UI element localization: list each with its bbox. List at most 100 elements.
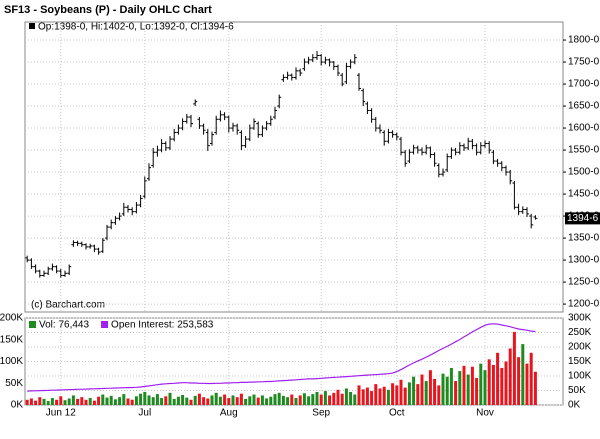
- volume-bar: [445, 376, 449, 405]
- legend-label: Open Interest: 253,583: [111, 320, 214, 331]
- volume-bar: [428, 370, 432, 405]
- vol-tick-label: 100K: [0, 356, 23, 367]
- volume-bar: [97, 396, 101, 405]
- volume-bar: [403, 387, 407, 405]
- volume-bar: [25, 399, 29, 405]
- volume-bar: [122, 394, 126, 405]
- volume-bar: [231, 395, 235, 405]
- volume-bar: [109, 395, 113, 405]
- volume-bar: [437, 385, 441, 405]
- volume-bar: [218, 396, 222, 405]
- volume-bar: [80, 397, 84, 405]
- volume-bar: [416, 384, 420, 405]
- volume-bar: [76, 398, 80, 405]
- legend: Op:1398-0, Hi:1402-0, Lo:1392-0, Cl:1394…: [38, 22, 234, 33]
- y2-tick-label: 100K: [568, 371, 592, 382]
- volume-bar: [479, 363, 483, 405]
- vol-tick-label: 0K: [11, 400, 24, 411]
- volume-bar: [391, 383, 395, 405]
- volume-bar: [105, 397, 109, 405]
- volume-bar: [504, 361, 508, 405]
- volume-bar: [311, 394, 315, 405]
- volume-bar: [294, 398, 298, 405]
- volume-bar: [143, 391, 147, 405]
- volume-bar: [420, 374, 424, 405]
- volume-bar: [71, 395, 75, 405]
- y-tick-label: 1300-0: [568, 255, 600, 266]
- volume-bar: [113, 399, 117, 405]
- volume-bar: [181, 394, 185, 405]
- volume-bar: [533, 371, 537, 405]
- volume-bar: [512, 331, 516, 405]
- volume-bar: [491, 364, 495, 405]
- volume-bar: [386, 389, 390, 405]
- volume-bar: [235, 397, 239, 405]
- volume-bar: [269, 396, 273, 405]
- volume-bar: [202, 397, 206, 405]
- volume-bar: [67, 398, 71, 405]
- legend-swatch: [101, 321, 109, 328]
- volume-bar: [256, 397, 260, 405]
- volume-bar: [382, 386, 386, 405]
- volume-bar: [521, 344, 525, 405]
- volume-bar: [197, 393, 201, 405]
- volume-bar: [151, 397, 155, 405]
- y2-tick-label: 200K: [568, 342, 592, 353]
- volume-bar: [307, 396, 311, 405]
- open-interest-line: [27, 323, 536, 392]
- volume-bar: [517, 357, 521, 405]
- y-tick-label: 1350-0: [568, 233, 600, 244]
- volume-bar: [130, 399, 134, 405]
- volume-bar: [353, 394, 357, 405]
- volume-bar: [466, 374, 470, 405]
- volume-bar: [63, 400, 67, 405]
- y-tick-label: 1650-0: [568, 101, 600, 112]
- annotation: (c) Barchart.com: [31, 300, 105, 311]
- volume-bar: [357, 385, 361, 405]
- volume-bar: [92, 400, 96, 405]
- volume-bar: [286, 397, 290, 405]
- vol-tick-label: 50K: [5, 378, 23, 389]
- y2-tick-label: 50K: [568, 385, 586, 396]
- legend-swatch: [29, 321, 36, 328]
- last-price-box: [565, 212, 600, 225]
- y-tick-label: 1700-0: [568, 79, 600, 90]
- y2-tick-label: 150K: [568, 356, 592, 367]
- volume-bar: [46, 401, 50, 405]
- volume-bar: [361, 389, 365, 405]
- volume-bar: [252, 394, 256, 405]
- legend-label: Vol: 76,443: [39, 320, 89, 331]
- volume-bar: [101, 394, 105, 405]
- volume-bar: [399, 379, 403, 405]
- volume-bar: [88, 398, 92, 405]
- volume-bar: [118, 397, 122, 405]
- volume-bar: [458, 371, 462, 405]
- y-tick-label: 1500-0: [568, 167, 600, 178]
- volume-bar: [462, 365, 466, 405]
- volume-bar: [160, 398, 164, 405]
- vol-tick-label: 150K: [0, 334, 23, 345]
- volume-bar: [332, 392, 336, 405]
- volume-bar: [433, 378, 437, 405]
- volume-bar: [223, 394, 227, 405]
- volume-bar: [84, 399, 88, 405]
- y2-tick-label: 250K: [568, 327, 592, 338]
- last-price-label: 1394-6: [567, 213, 599, 224]
- volume-bar: [525, 363, 529, 405]
- volume-bar: [315, 391, 319, 405]
- y-tick-label: 1600-0: [568, 123, 600, 134]
- volume-bar: [168, 392, 172, 405]
- volume-bar: [487, 359, 491, 405]
- volume-bar: [260, 395, 264, 405]
- volume-bar: [34, 400, 38, 405]
- volume-bar: [147, 395, 151, 405]
- volume-bar: [38, 397, 42, 405]
- volume-bar: [508, 348, 512, 405]
- price-panel: [24, 21, 564, 313]
- volume-bar: [206, 398, 210, 405]
- volume-bar: [349, 391, 353, 405]
- volume-bar: [407, 382, 411, 405]
- volume-bar: [281, 395, 285, 405]
- volume-bar: [193, 395, 197, 405]
